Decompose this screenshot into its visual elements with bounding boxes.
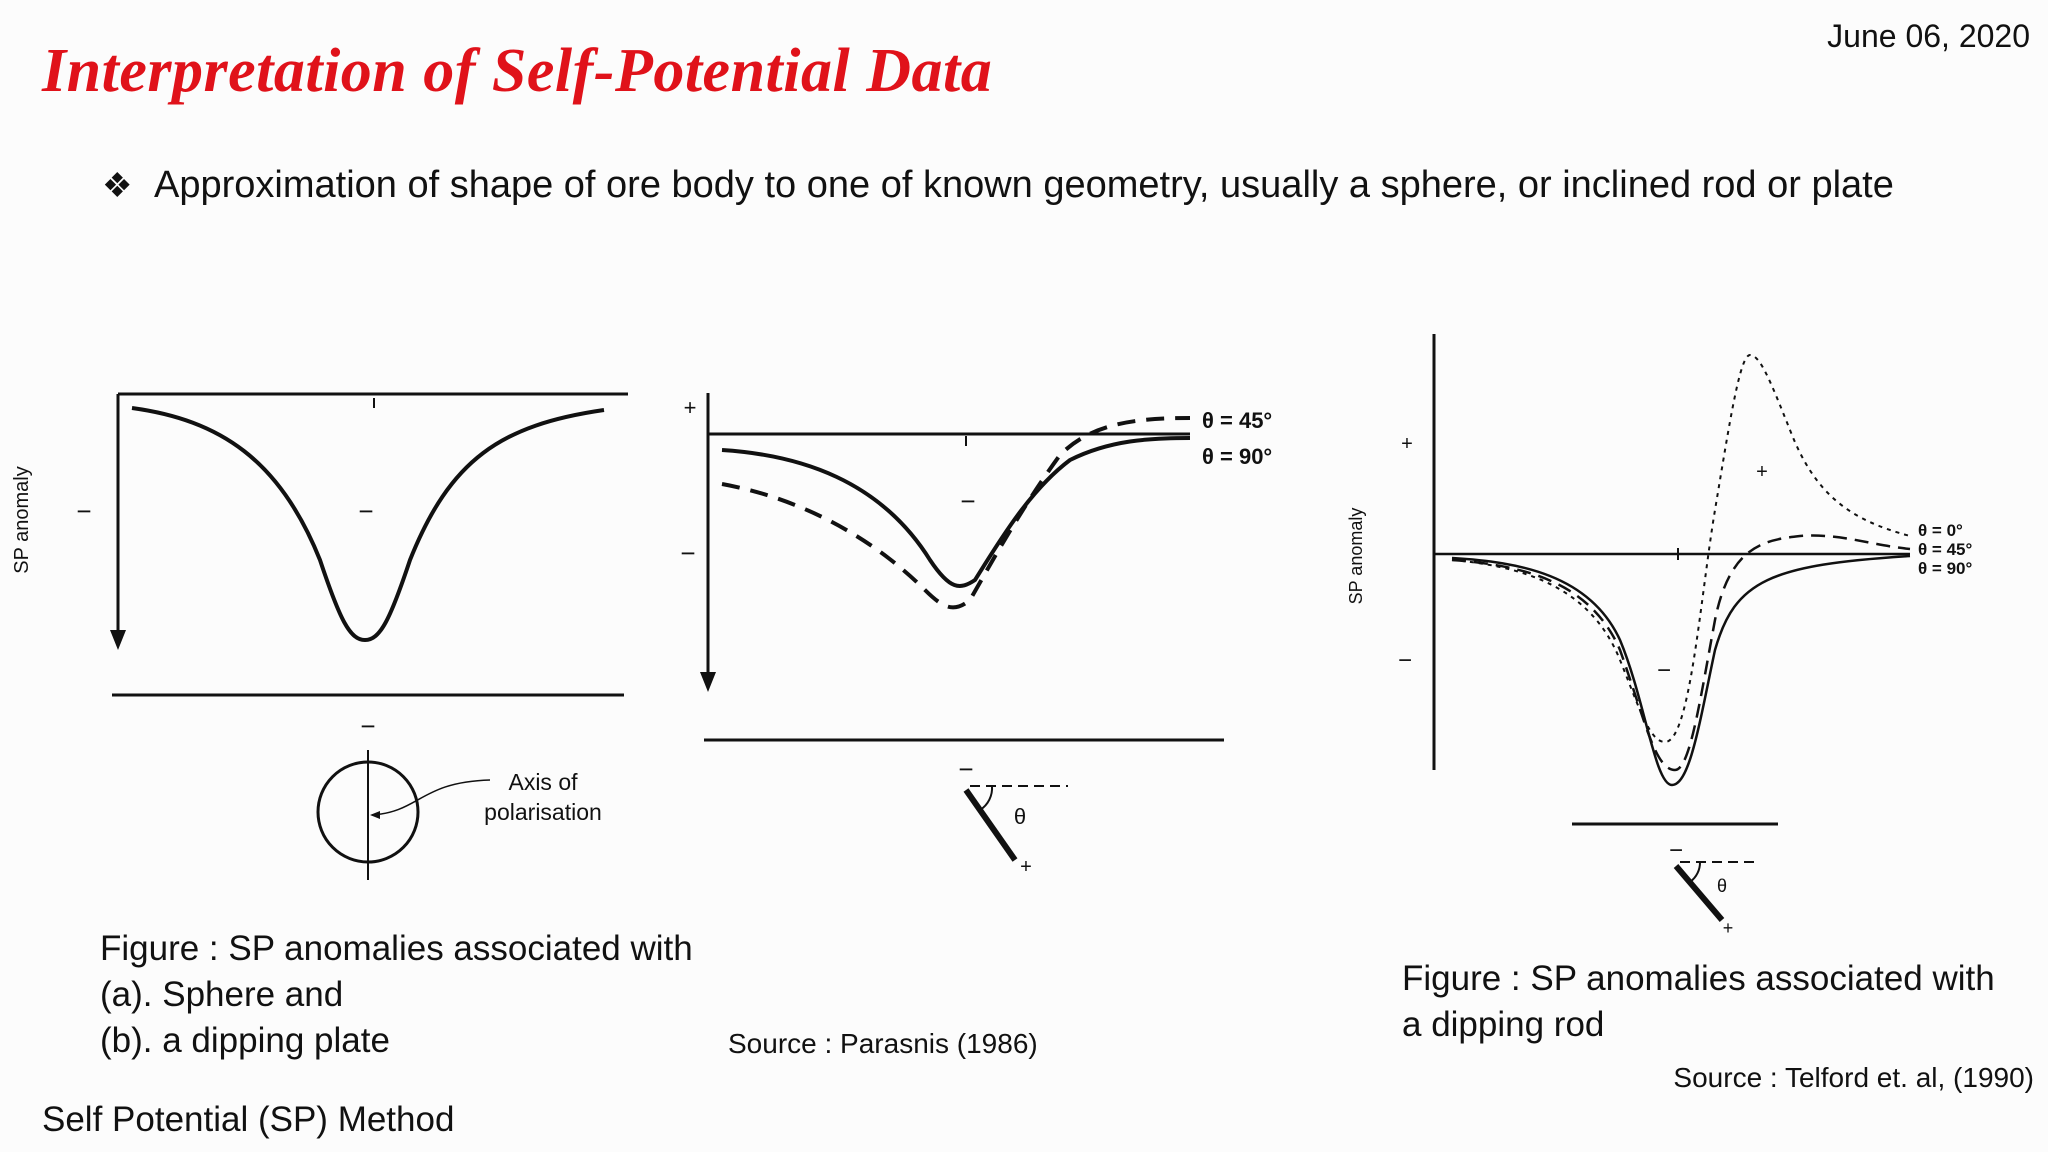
plate-curve-90 [721,436,1191,588]
plate-body [963,788,1018,862]
caption-right-line1: Figure : SP anomalies associated with [1402,959,1995,998]
plate-legend-45: θ = 45° [1202,408,1272,433]
rod-trough-minus: − [1657,657,1671,684]
figure-rod [1432,334,1911,922]
slide-title: Interpretation of Self-Potential Data [42,37,993,105]
axis-pointer-icon [370,811,380,819]
diamond-bullet-icon: ❖ [102,167,133,205]
slide-date: June 06, 2020 [1827,18,2030,54]
caption-right: Figure : SP anomalies associated with a … [1402,956,1995,1048]
rod-angle-arc [1689,861,1702,883]
caption-left-line1: Figure : SP anomalies associated with [100,929,693,968]
caption-left: Figure : SP anomalies associated with (a… [100,926,693,1064]
plate-legend-90: θ = 90° [1202,444,1272,469]
rod-ylabel: SP anomaly [1346,508,1366,605]
caption-left-line2: (a). Sphere and [100,975,344,1014]
plate-trough-minus: − [960,486,975,516]
rod-plus-label: + [1401,433,1413,455]
axis-label-line2: polarisation [484,799,602,825]
bullet-text: Approximation of shape of ore body to on… [154,164,1894,206]
rod-body-plus: + [1723,918,1734,938]
plate-body-minus: − [958,754,973,784]
axis-label-line1: Axis of [508,769,578,795]
plate-curve-45 [721,416,1191,610]
caption-left-line3: (b). a dipping plate [100,1021,390,1060]
rod-peak-plus: + [1756,461,1768,483]
rod-legend-0: θ = 0° [1918,521,1963,540]
rod-minus-label: − [1398,647,1412,674]
figure-plate [700,393,1224,862]
rod-legend-90: θ = 90° [1918,559,1972,578]
plate-minus-label: − [680,538,695,568]
slide-footer: Self Potential (SP) Method [42,1100,455,1139]
rod-curve-90 [1451,554,1911,787]
rod-legend-45: θ = 45° [1918,540,1972,559]
sphere-ylabel: SP anomaly [11,466,33,573]
plate-angle-arc [979,785,994,811]
sphere-body-minus: − [360,711,375,741]
rod-curve-45 [1451,534,1911,772]
bullet-point: ❖ Approximation of shape of ore body to o… [102,164,1894,207]
figure-sphere [110,392,628,880]
rod-theta-label: θ [1717,876,1727,896]
rod-curve-0 [1451,353,1911,744]
plate-plus-label: + [684,395,697,420]
plate-theta-label: θ [1014,804,1026,829]
sphere-curve [131,406,605,643]
sphere-trough-minus: − [358,496,373,526]
sphere-down-arrow-icon [110,630,126,650]
plate-down-arrow-icon [700,672,716,692]
plate-body-plus: + [1020,856,1032,878]
caption-right-line2: a dipping rod [1402,1005,1605,1044]
source-left: Source : Parasnis (1986) [728,1028,1038,1059]
rod-body [1673,864,1725,922]
source-right: Source : Telford et. al, (1990) [1673,1062,2034,1093]
sphere-minus-label: − [76,496,91,526]
rod-body-minus: − [1669,837,1683,864]
axis-label-leader [371,779,491,816]
